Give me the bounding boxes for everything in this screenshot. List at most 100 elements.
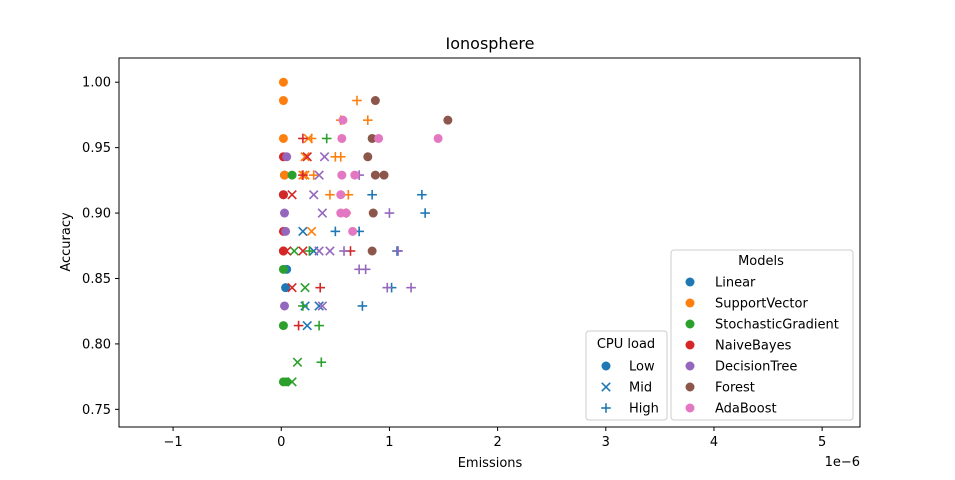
legend-marker-low: [601, 361, 611, 371]
legend-cpu-load: CPU load Low Mid High: [585, 330, 668, 421]
data-point: [292, 357, 303, 367]
data-point: [306, 226, 317, 237]
data-point: [367, 246, 377, 256]
data-point: [302, 152, 312, 162]
legend-marker-adaboost: [685, 403, 695, 413]
data-point: [315, 282, 326, 293]
data-point: [280, 208, 290, 218]
legend-models: Models Linear SupportVector StochasticGrad…: [670, 249, 854, 421]
data-point: [321, 133, 332, 144]
data-point: [443, 115, 453, 125]
legend-model-label: StochasticGradient: [715, 318, 839, 333]
legend-model-label: Linear: [715, 276, 756, 291]
data-point: [433, 133, 443, 143]
legend-marker-decisiontree: [685, 361, 695, 371]
data-point: [282, 152, 292, 162]
y-tick-label: 0.80: [82, 337, 111, 352]
scatter-points: [278, 77, 453, 387]
legend-models-frame: [670, 249, 854, 421]
data-point: [298, 246, 308, 256]
legend-model-label: AdaBoost: [715, 402, 777, 417]
data-point: [325, 189, 335, 200]
data-point: [281, 246, 292, 256]
x-tick-label: 3: [602, 435, 610, 450]
data-point: [287, 170, 297, 180]
data-point: [281, 283, 291, 293]
data-point: [306, 133, 317, 144]
legend-cpu-frame: [585, 330, 668, 421]
data-point: [337, 133, 347, 143]
data-point: [363, 115, 373, 125]
x-tick-label: 0: [277, 435, 285, 450]
y-axis-label: Accuracy: [59, 212, 74, 272]
data-point: [298, 301, 308, 311]
data-point: [330, 226, 341, 237]
data-point: [280, 170, 290, 180]
x-tick-label: 5: [818, 435, 826, 450]
x-axis-ticks: −1 0 1 2 3 4 5: [164, 427, 826, 450]
y-tick-label: 1.00: [82, 76, 111, 91]
data-point: [304, 246, 315, 256]
data-point: [298, 133, 308, 144]
data-point: [337, 170, 347, 180]
x-tick-label: 1: [385, 435, 393, 450]
data-point: [363, 152, 373, 162]
data-point: [384, 208, 395, 218]
data-point: [382, 282, 393, 293]
data-point: [330, 151, 341, 162]
data-point: [339, 246, 349, 256]
data-point: [308, 189, 319, 200]
legend-marker-forest: [685, 382, 695, 392]
data-point: [316, 357, 327, 368]
legend-model-label: NaiveBayes: [715, 339, 792, 354]
data-point: [360, 264, 371, 275]
legend-marker-linear: [685, 277, 695, 287]
x-axis-label: Emissions: [458, 456, 523, 471]
data-point: [367, 189, 377, 200]
data-point: [325, 246, 335, 256]
data-point: [287, 282, 297, 293]
data-point: [341, 208, 351, 218]
legend-marker-supportvector: [685, 298, 695, 308]
data-point: [278, 321, 288, 331]
legend-marker-mid: [601, 382, 611, 392]
data-point: [298, 226, 308, 237]
legend-model-label: SupportVector: [715, 297, 808, 312]
x-tick-label: 2: [493, 435, 501, 450]
data-point: [417, 189, 427, 200]
data-point: [352, 95, 362, 106]
data-point: [278, 77, 288, 87]
legend-model-label: Forest: [715, 381, 755, 396]
data-point: [367, 133, 377, 143]
data-point: [420, 208, 430, 218]
data-point: [368, 208, 378, 218]
data-point: [287, 189, 297, 200]
data-point: [338, 115, 348, 125]
x-axis-offset-label: 1e−6: [825, 455, 860, 470]
data-point: [278, 264, 288, 274]
legend-cpu-label: Mid: [629, 381, 652, 396]
data-point: [300, 282, 310, 293]
y-axis-ticks: 0.75 0.80 0.85 0.90 0.95 1.00: [82, 76, 119, 418]
data-point: [336, 190, 346, 200]
data-point: [293, 320, 304, 331]
data-point: [314, 246, 324, 256]
data-point: [278, 190, 288, 200]
legend-cpu-label: Low: [629, 360, 655, 375]
legend-marker-stochasticgradient: [685, 319, 695, 329]
data-point: [393, 246, 403, 256]
data-point: [348, 226, 358, 236]
data-point: [281, 226, 291, 236]
legend-marker-high: [601, 403, 611, 413]
data-point: [314, 320, 324, 331]
data-point: [406, 282, 416, 293]
data-point: [298, 170, 308, 180]
y-tick-label: 0.75: [82, 403, 111, 418]
data-point: [317, 208, 328, 218]
data-point: [314, 170, 324, 180]
data-point: [278, 246, 288, 256]
y-tick-label: 0.95: [82, 141, 111, 156]
plot-frame: [118, 57, 861, 428]
legend-marker-naivebayes: [685, 340, 695, 350]
